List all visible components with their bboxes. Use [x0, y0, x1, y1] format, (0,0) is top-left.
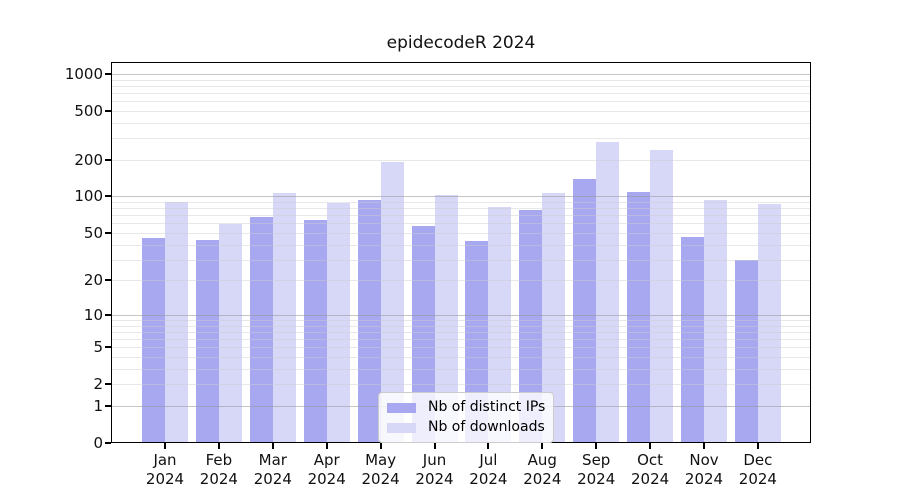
- x-tick-label: Aug 2024: [523, 451, 562, 488]
- x-tick-label: Mar 2024: [253, 451, 292, 488]
- bar-downloads-jan: [165, 202, 188, 443]
- x-tick: [164, 443, 166, 449]
- legend-swatch-distinct-ips: [387, 402, 416, 413]
- y-tick-label: 5: [93, 338, 103, 357]
- y-tick-label: 1: [93, 396, 103, 415]
- legend-label-downloads: Nb of downloads: [428, 419, 545, 435]
- bar-distinct-ips-mar: [249, 216, 273, 443]
- y-tick: [105, 442, 111, 444]
- x-tick-label: Oct 2024: [631, 451, 670, 488]
- x-tick-label: Feb 2024: [199, 451, 238, 488]
- bar-distinct-ips-jan: [142, 238, 165, 443]
- x-tick-label: Dec 2024: [738, 451, 777, 488]
- x-tick-label: Sep 2024: [577, 451, 616, 488]
- bar-downloads-apr: [326, 203, 350, 443]
- y-tick: [105, 404, 111, 407]
- y-tick-label: 1000: [64, 64, 103, 83]
- x-tick: [595, 443, 598, 449]
- y-tick: [105, 231, 111, 234]
- y-tick: [105, 72, 111, 75]
- bar-downloads-aug: [542, 192, 566, 443]
- y-tick: [105, 313, 111, 316]
- bar-downloads-sep: [596, 142, 620, 443]
- x-tick-label: May 2024: [361, 451, 400, 488]
- bar-downloads-jun: [434, 194, 458, 443]
- y-tick-label: 0: [93, 434, 103, 452]
- legend: Nb of distinct IPs Nb of downloads: [378, 392, 555, 443]
- bar-downloads-jul: [488, 206, 512, 443]
- bar-distinct-ips-dec: [734, 259, 758, 443]
- legend-row-distinct-ips: Nb of distinct IPs: [387, 399, 545, 416]
- x-tick-label: Jul 2024: [469, 451, 508, 488]
- x-tick: [217, 443, 220, 449]
- bar-distinct-ips-jun: [411, 226, 435, 443]
- x-tick: [379, 443, 382, 449]
- bar-downloads-feb: [218, 224, 242, 443]
- bar-distinct-ips-may: [357, 199, 381, 443]
- bar-distinct-ips-feb: [195, 239, 219, 443]
- bar-downloads-oct: [650, 150, 674, 443]
- y-tick: [105, 109, 111, 112]
- x-tick: [649, 443, 652, 449]
- x-tick: [487, 443, 490, 449]
- x-tick: [756, 443, 759, 449]
- x-tick: [271, 443, 274, 449]
- bars-layer: [111, 62, 811, 443]
- legend-label-distinct-ips: Nb of distinct IPs: [428, 399, 546, 415]
- x-tick-label: Jan 2024: [145, 451, 185, 488]
- x-tick: [541, 443, 544, 449]
- bar-downloads-nov: [704, 199, 727, 443]
- bar-distinct-ips-nov: [681, 237, 704, 443]
- x-tick-label: Apr 2024: [307, 451, 346, 488]
- bar-distinct-ips-sep: [573, 179, 597, 443]
- bar-distinct-ips-oct: [627, 192, 651, 443]
- y-tick: [105, 346, 111, 349]
- y-tick: [105, 195, 111, 198]
- y-tick-label: 20: [83, 271, 103, 290]
- y-tick-label: 100: [74, 187, 103, 206]
- y-tick: [105, 383, 111, 386]
- legend-swatch-downloads: [387, 422, 416, 433]
- x-tick-label: Jun 2024: [415, 451, 454, 488]
- y-tick-label: 500: [74, 101, 103, 120]
- bar-downloads-may: [380, 162, 404, 443]
- x-tick-label: Nov 2024: [684, 451, 724, 488]
- x-tick: [703, 443, 705, 449]
- y-tick: [105, 279, 111, 282]
- plot-area: Nb of distinct IPs Nb of downloads: [111, 62, 811, 443]
- y-tick: [105, 158, 111, 161]
- y-tick-label: 2: [93, 375, 103, 394]
- x-tick: [325, 443, 328, 449]
- y-tick-label: 10: [83, 305, 103, 324]
- x-tick: [433, 443, 436, 449]
- y-tick-label: 200: [74, 150, 103, 169]
- bar-distinct-ips-aug: [519, 209, 543, 443]
- bar-distinct-ips-apr: [303, 220, 327, 443]
- y-tick-label: 50: [83, 223, 103, 242]
- legend-row-downloads: Nb of downloads: [387, 419, 545, 436]
- chart-title: epidecodeR 2024: [386, 33, 536, 53]
- bar-downloads-mar: [272, 192, 296, 443]
- bar-downloads-dec: [757, 203, 781, 443]
